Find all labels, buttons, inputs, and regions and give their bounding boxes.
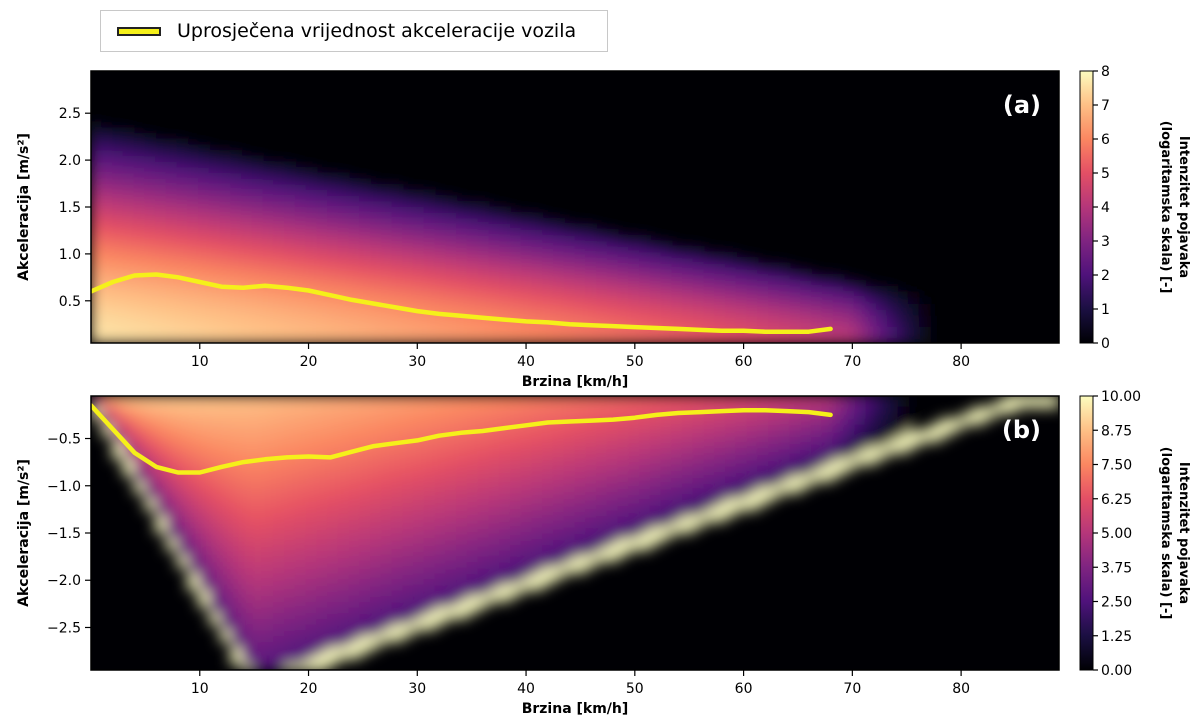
colorbar-tick-label: 1 (1101, 302, 1110, 318)
colorbar-tick-label: 8.75 (1101, 423, 1132, 439)
colorbar-tick-label: 6.25 (1101, 492, 1132, 508)
colorbar-tick-label: 2 (1101, 268, 1110, 284)
x-axis-label: Brzina [km/h] (522, 701, 629, 717)
colorbar-tick-label: 0 (1101, 336, 1110, 352)
colorbar-tick-label: 3.75 (1101, 560, 1132, 576)
y-tick-label: 0.5 (59, 294, 81, 310)
legend-label: Uprosječena vrijednost akceleracije vozi… (177, 20, 577, 42)
x-tick-label: 80 (952, 681, 970, 697)
legend-line-swatch (117, 27, 161, 36)
y-tick-label: 2.0 (59, 153, 81, 169)
colorbar-tick-label: 5.00 (1101, 526, 1132, 542)
x-tick-label: 60 (735, 354, 753, 370)
x-tick-label: 50 (626, 681, 644, 697)
colorbar-label: (logaritamska skala) [-] (1158, 121, 1173, 294)
panel-label: (b) (1002, 416, 1041, 444)
x-tick-label: 70 (843, 681, 861, 697)
y-tick-label: −2.0 (47, 573, 81, 589)
colorbar-tick-label: 3 (1101, 234, 1110, 250)
x-tick-label: 40 (517, 354, 535, 370)
colorbar-tick-label: 7.50 (1101, 458, 1132, 474)
x-tick-label: 20 (300, 354, 318, 370)
colorbar-tick-label: 0.00 (1101, 663, 1132, 679)
colorbar-tick-label: 10.00 (1101, 389, 1141, 405)
colorbar-label: Intenzitet pojavaka (1176, 462, 1191, 604)
colorbar-tick-label: 8 (1101, 64, 1110, 80)
colorbar-tick-label: 5 (1101, 166, 1110, 182)
x-tick-label: 20 (300, 681, 318, 697)
colorbar-tick-label: 1.25 (1101, 629, 1132, 645)
x-tick-label: 30 (408, 354, 426, 370)
heatmap-density (91, 396, 1059, 670)
x-tick-label: 10 (191, 354, 209, 370)
x-tick-label: 70 (843, 354, 861, 370)
average-acceleration-line (91, 403, 833, 475)
colorbar-tick-label: 6 (1101, 132, 1110, 148)
y-tick-label: −2.5 (47, 620, 81, 636)
x-tick-label: 10 (191, 681, 209, 697)
colorbar-label: Intenzitet pojavaka (1176, 136, 1191, 278)
panel-label: (a) (1003, 91, 1041, 119)
chart-panel-2: 10 20 30 40 50 60 70 80 −2.5 −2.0 −1.5 −1.0 −0.5 Brzi… (16, 389, 1191, 717)
colorbar-tick-label: 2.50 (1101, 595, 1132, 611)
colorbar (1079, 395, 1094, 671)
chart-legend: Uprosječena vrijednost akceleracije vozi… (100, 10, 608, 52)
x-tick-label: 80 (952, 354, 970, 370)
colorbar-tick-label: 7 (1101, 98, 1110, 114)
y-tick-label: −0.5 (47, 432, 81, 448)
x-tick-label: 50 (626, 354, 644, 370)
y-tick-label: −1.5 (47, 526, 81, 542)
y-tick-label: 2.5 (59, 106, 81, 122)
y-tick-label: 1.5 (59, 200, 81, 216)
x-tick-label: 30 (408, 681, 426, 697)
colorbar-tick-label: 4 (1101, 200, 1110, 216)
y-axis-label: Akceleracija [m/s²] (16, 459, 32, 607)
y-tick-label: −1.0 (47, 479, 81, 495)
colorbar (1079, 70, 1094, 344)
x-tick-label: 60 (735, 681, 753, 697)
y-tick-label: 1.0 (59, 247, 81, 263)
colorbar-label: (logaritamska skala) [-] (1158, 447, 1173, 620)
x-tick-label: 40 (517, 681, 535, 697)
heatmap-density (91, 121, 931, 343)
x-axis-label: Brzina [km/h] (522, 374, 629, 390)
average-acceleration-line (91, 272, 833, 334)
y-axis-label: Akceleracija [m/s²] (16, 133, 32, 281)
